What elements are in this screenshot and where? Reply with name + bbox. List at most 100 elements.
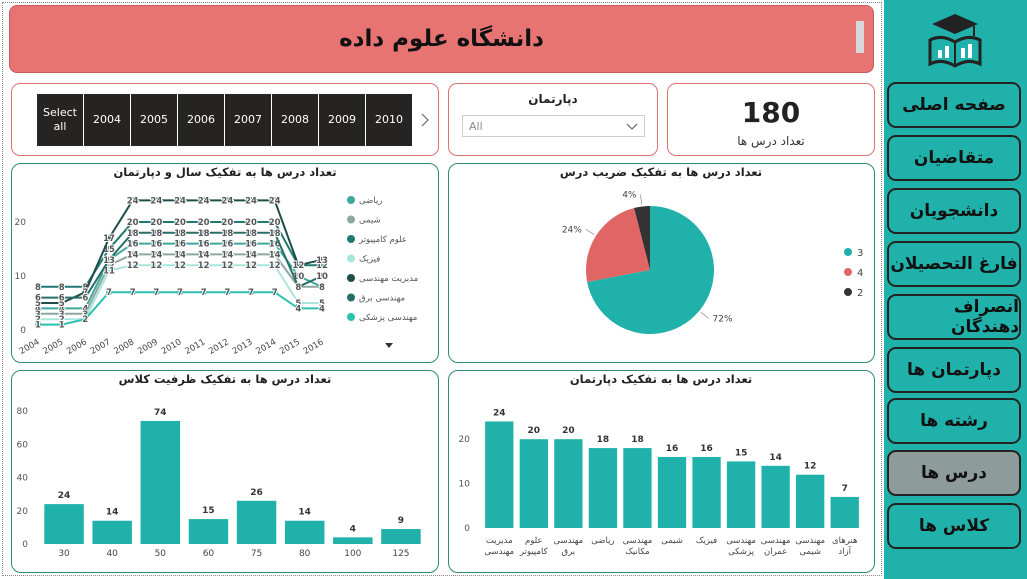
header: دانشگاه علوم داده xyxy=(9,5,874,73)
x-tick-label: مهندسی عمران xyxy=(760,536,791,557)
nav-button[interactable]: کلاس ها xyxy=(887,503,1021,549)
data-label: 20 xyxy=(245,218,257,228)
year-button[interactable]: 2006 xyxy=(178,94,224,146)
card-value: 180 xyxy=(741,96,801,129)
point xyxy=(58,310,65,317)
charts: تعداد درس ها به تفکیک سال و دپارتمان0102… xyxy=(15,165,864,559)
data-label: 24% xyxy=(562,225,582,235)
data-label: 18 xyxy=(245,229,257,239)
legend-label: فیزیک xyxy=(359,255,380,265)
x-tick-label: 100 xyxy=(344,549,361,559)
x-tick-label: 2007 xyxy=(89,337,113,356)
point xyxy=(58,283,65,290)
data-label: 8 xyxy=(295,283,301,293)
data-label: 24 xyxy=(127,196,139,206)
point xyxy=(295,300,302,306)
card-label: تعداد درس ها xyxy=(737,134,805,148)
year-button[interactable]: 2009 xyxy=(319,94,365,146)
point xyxy=(106,256,112,263)
data-label: 24 xyxy=(245,196,257,206)
year-button[interactable]: 2004 xyxy=(84,94,130,146)
x-tick-label: 60 xyxy=(203,549,215,559)
bar xyxy=(692,456,721,528)
data-label: 18 xyxy=(597,435,610,445)
point xyxy=(106,235,112,242)
point xyxy=(106,246,112,252)
nav-button[interactable]: رشته ها xyxy=(887,398,1021,444)
data-label: 7 xyxy=(82,288,88,298)
legend-marker xyxy=(347,196,355,204)
x-tick-label: مدیریت مهندسی xyxy=(484,536,515,557)
point xyxy=(295,283,302,290)
point xyxy=(106,267,112,274)
point xyxy=(82,316,89,323)
data-label: 24 xyxy=(150,196,162,206)
point xyxy=(129,229,136,236)
bar xyxy=(623,448,652,528)
point xyxy=(153,240,160,247)
point xyxy=(295,262,302,269)
x-tick-label: مهندسی برق xyxy=(553,536,584,557)
nav-button[interactable]: دانشجویان xyxy=(887,188,1021,234)
logo xyxy=(928,14,982,68)
point xyxy=(35,283,41,290)
nav-button[interactable]: صفحه اصلی xyxy=(887,82,1021,128)
nav-button[interactable]: درس ها xyxy=(887,450,1021,496)
nav-button[interactable]: دپارتمان ها xyxy=(887,347,1021,393)
year-button[interactable]: 2007 xyxy=(225,94,271,146)
data-label: 74 xyxy=(154,408,167,418)
year-button[interactable]: 2008 xyxy=(272,94,318,146)
data-label: 20 xyxy=(221,218,233,228)
nav-button[interactable]: متقاضیان xyxy=(887,135,1021,181)
data-label: 14 xyxy=(769,453,782,463)
y-tick-label: 20 xyxy=(17,507,29,517)
point xyxy=(271,219,278,225)
year-button[interactable]: 2010 xyxy=(366,94,412,146)
data-label: 4 xyxy=(82,304,88,314)
data-label: 24 xyxy=(221,196,233,206)
x-label-box: شیمی xyxy=(661,536,683,546)
data-label: 24 xyxy=(493,408,506,418)
data-label: 17 xyxy=(103,234,115,244)
dropdown[interactable]: All xyxy=(462,115,645,137)
point xyxy=(129,262,136,269)
data-label: 13 xyxy=(316,256,328,266)
data-label: 4 xyxy=(35,304,41,314)
year-button[interactable]: 2005 xyxy=(131,94,177,146)
data-label: 26 xyxy=(250,488,263,498)
y-tick-label: 10 xyxy=(459,480,471,490)
x-label-box: فیزیک xyxy=(696,536,717,546)
scroll-arrow[interactable] xyxy=(420,112,430,128)
point xyxy=(177,240,183,247)
data-label: 16 xyxy=(221,240,233,250)
nav-button[interactable]: فارغ التحصیلان xyxy=(887,241,1021,287)
point xyxy=(35,300,41,306)
bar xyxy=(140,420,181,544)
point xyxy=(200,197,207,204)
point xyxy=(271,251,278,258)
data-label: 7 xyxy=(177,288,183,298)
x-tick-label: 2004 xyxy=(18,337,42,356)
point xyxy=(129,289,136,296)
data-label: 12 xyxy=(804,462,817,472)
data-label: 14 xyxy=(150,250,162,260)
bar xyxy=(554,439,583,528)
data-label: 4 xyxy=(295,304,301,314)
data-label: 5 xyxy=(319,299,325,309)
data-label: 15 xyxy=(735,448,748,458)
legend-marker xyxy=(844,268,852,276)
x-tick-label: مهندسی پزشکی xyxy=(726,536,756,557)
nav-button[interactable]: انصراف دهندگان xyxy=(887,294,1021,340)
point xyxy=(271,289,278,296)
point xyxy=(271,240,278,247)
point xyxy=(248,289,254,296)
legend-label: ریاضی xyxy=(359,196,382,206)
year-button[interactable]: Select all xyxy=(37,94,83,146)
x-tick-label: 2015 xyxy=(278,337,302,356)
x-label-box: مهندسی مکانیک xyxy=(623,536,653,557)
main-frame xyxy=(2,2,882,576)
point xyxy=(129,240,136,247)
point xyxy=(129,197,136,204)
bar xyxy=(188,519,229,544)
data-label: 8 xyxy=(82,283,88,293)
